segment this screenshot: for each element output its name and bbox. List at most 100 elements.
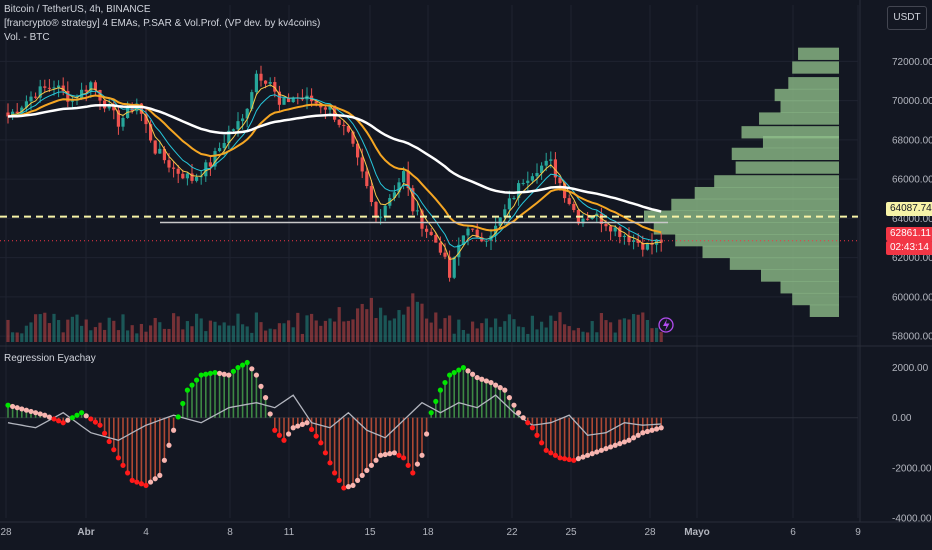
currency-button[interactable]: USDT — [887, 6, 927, 30]
candle-body — [641, 242, 645, 250]
candle-body — [632, 240, 636, 242]
time-tick-label: 15 — [364, 527, 376, 538]
volume-bars — [6, 293, 663, 342]
candle-body — [158, 148, 162, 154]
candle-body — [314, 101, 318, 104]
candle-body — [535, 172, 539, 177]
price-tick-label: 70000.00 — [892, 96, 932, 107]
regression-dot — [79, 410, 85, 416]
volume-bar — [11, 332, 15, 342]
candle-body — [245, 108, 249, 119]
volume-bar — [89, 330, 93, 342]
candle-body — [549, 159, 553, 161]
countdown-badge: 02:43:14 — [886, 241, 932, 255]
volume-bar — [66, 319, 70, 342]
candle-body — [604, 223, 608, 227]
regression-dot — [120, 462, 126, 468]
time-tick-label: Abr — [77, 527, 94, 538]
regression-dot — [263, 395, 269, 401]
candle-body — [112, 104, 116, 111]
volume-bar — [576, 327, 580, 342]
regression-dot — [194, 377, 200, 383]
candle-body — [218, 148, 222, 152]
candle-body — [590, 216, 594, 219]
volume-profile-bar — [702, 245, 839, 259]
regression-dot — [594, 449, 600, 455]
volume-bar — [195, 313, 199, 342]
volume-profile-bar — [653, 222, 839, 235]
osc-tick-label: -2000.00 — [892, 463, 932, 474]
volume-bar — [167, 328, 171, 342]
volume-bar — [149, 325, 153, 342]
volume-bar — [397, 310, 401, 342]
regression-dot — [226, 372, 232, 378]
regression-dot — [516, 410, 522, 416]
regression-dot — [134, 479, 140, 485]
regression-dot — [552, 452, 559, 458]
volume-bar — [480, 323, 484, 342]
candle-body — [254, 73, 258, 93]
volume-bar — [185, 321, 189, 342]
volume-bar — [107, 317, 111, 342]
volume-bar — [521, 327, 525, 342]
regression-dot — [571, 457, 577, 463]
regression-dot — [332, 470, 338, 476]
regression-dot — [497, 385, 503, 391]
volume-bar — [636, 314, 640, 342]
volume-bar — [75, 314, 79, 342]
regression-dot — [493, 382, 499, 388]
volume-bar — [245, 326, 249, 342]
lightning-icon[interactable] — [658, 317, 674, 333]
volume-bar — [61, 332, 65, 342]
volume-bar — [199, 318, 203, 342]
volume-bar — [333, 321, 337, 342]
volume-bar — [213, 321, 217, 342]
volume-bar — [471, 321, 475, 342]
regression-dot — [465, 368, 471, 374]
regression-dot — [111, 447, 117, 453]
regression-dot — [460, 364, 466, 371]
regression-dot — [157, 472, 163, 478]
price-tick-label: 58000.00 — [892, 332, 932, 343]
candle-body — [558, 177, 562, 184]
candle-body — [572, 203, 576, 211]
candle-body — [20, 107, 24, 114]
volume-bar — [310, 313, 314, 342]
regression-dot — [69, 415, 75, 421]
volume-bar — [34, 314, 38, 342]
volume-bar — [599, 313, 603, 342]
regression-dot — [658, 425, 664, 431]
candle-body — [241, 118, 245, 122]
time-tick-label: 18 — [422, 527, 434, 538]
volume-bar — [268, 328, 272, 342]
candle-body — [144, 113, 148, 125]
volume-bar — [291, 327, 295, 342]
regression-dot — [442, 379, 448, 386]
volume-profile-bar — [694, 186, 839, 200]
regression-dot — [603, 446, 609, 452]
indicator-legend[interactable]: [francrypto® strategy] 4 EMAs, P.SAR & V… — [4, 18, 321, 29]
volume-bar — [218, 325, 222, 342]
subpane-title[interactable]: Regression Eyachay — [4, 353, 96, 364]
regression-dot — [10, 403, 16, 410]
volume-legend[interactable]: Vol. - BTC — [4, 32, 50, 43]
volume-bar — [659, 331, 663, 342]
time-tick-label: 6 — [790, 527, 796, 538]
regression-dot — [244, 359, 250, 366]
osc-tick-label: -4000.00 — [892, 514, 932, 525]
candle-body — [429, 231, 433, 236]
candle-body — [61, 85, 65, 91]
volume-bar — [204, 331, 208, 342]
candle-body — [406, 171, 410, 189]
volume-bar — [581, 331, 585, 342]
regression-dot — [506, 395, 512, 401]
volume-bar — [498, 326, 502, 342]
candle-body — [512, 198, 516, 200]
volume-bar — [563, 324, 567, 342]
volume-bar — [319, 325, 323, 342]
candle-body — [581, 218, 585, 224]
volume-bar — [567, 326, 571, 342]
volume-bar — [379, 307, 383, 342]
regression-dot — [451, 369, 457, 376]
